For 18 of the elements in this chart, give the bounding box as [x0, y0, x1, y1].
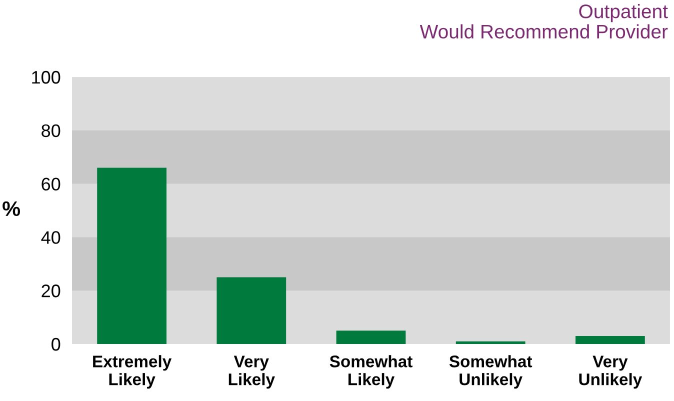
bar: [456, 341, 526, 344]
x-tick-label: Somewhat Likely: [330, 355, 412, 389]
bar: [97, 168, 166, 344]
y-tick-label: 0: [52, 338, 60, 351]
x-tick-label: Very Unlikely: [579, 356, 642, 389]
y-axis-title: %: [2, 201, 20, 216]
y-tick-label: 20: [42, 284, 60, 298]
y-tick-label: 40: [41, 231, 60, 244]
chart-title: Outpatient Would Recommend Provider: [420, 4, 668, 39]
x-tick-label: Extremely Likely: [93, 355, 172, 389]
bar: [336, 330, 406, 344]
x-tick-label: Very Likely: [228, 356, 275, 389]
x-tick-label: Somewhat Unlikely: [449, 355, 532, 389]
bar: [576, 336, 645, 344]
y-tick-label: 60: [42, 178, 60, 191]
y-tick-label: 100: [32, 70, 60, 84]
y-tick-label: 80: [42, 124, 60, 138]
bar: [216, 277, 286, 344]
